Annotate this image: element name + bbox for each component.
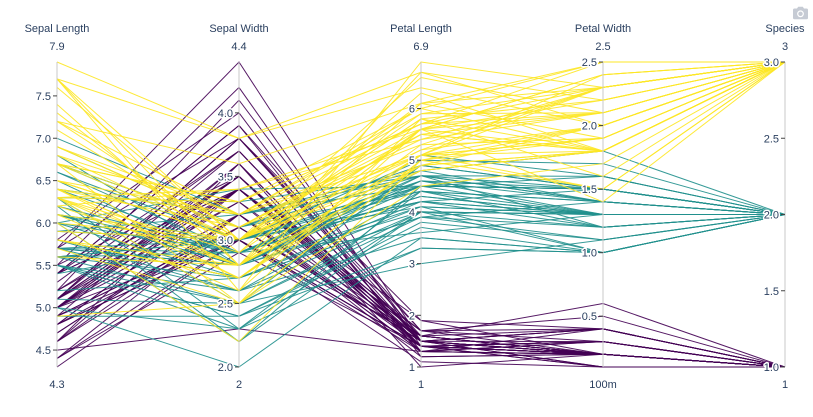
tick-label: 1.0: [764, 362, 779, 374]
axis-title[interactable]: Petal Length: [390, 23, 452, 35]
tick-label: 6: [409, 104, 415, 116]
axis-range-min-label: 2: [236, 379, 242, 391]
axis-sepal-length[interactable]: Sepal Length 7.9 4.3 4.5 5.0 5.5 6.0 6.5 7.0 7.5: [25, 23, 90, 391]
tick-label: 2.5: [218, 298, 233, 310]
tick-label: 2: [409, 310, 415, 322]
axis-title[interactable]: Species: [765, 23, 805, 35]
axis-title[interactable]: Petal Width: [575, 23, 631, 35]
tick-label: 3.0: [218, 235, 233, 247]
axis-range-min-label: 1: [418, 379, 424, 391]
axis-range-max-label: 3: [782, 41, 788, 53]
tick-label: 0.5: [582, 311, 597, 323]
tick-label: 1.5: [764, 286, 779, 298]
tick-label: 2.0: [764, 210, 779, 222]
axis-title[interactable]: Sepal Width: [209, 23, 268, 35]
axis-range-max-label: 4.4: [231, 41, 246, 53]
axis-sepal-width[interactable]: Sepal Width 4.4 22.0 2.5 3.0 3.5 4.0: [209, 23, 268, 391]
tick-label: 7.5: [36, 91, 51, 103]
axis-range-max-label: 6.9: [413, 41, 428, 53]
axis-petal-length[interactable]: Petal Length 6.9 11 2 3 4 5 6: [390, 23, 452, 391]
tick-label: 4: [409, 207, 415, 219]
axis-range-max-label: 7.9: [49, 41, 64, 53]
tick-label: 1: [409, 362, 415, 374]
axis-title[interactable]: Sepal Length: [25, 23, 90, 35]
tick-label: 1.5: [582, 184, 597, 196]
tick-label: 6.5: [36, 176, 51, 188]
axis-species[interactable]: Species 3 11.0 1.5 2.0 2.5 3.0: [762, 23, 805, 391]
tick-label: 6.0: [36, 218, 51, 230]
tick-label: 2.5: [764, 133, 779, 145]
tick-label: 2.0: [582, 121, 597, 133]
tick-label: 3: [409, 259, 415, 271]
axis-range-max-label: 2.5: [595, 41, 610, 53]
axis-range-min-label: 4.3: [49, 379, 64, 391]
tick-label: 7.0: [36, 133, 51, 145]
tick-label: 2.5: [582, 57, 597, 69]
tick-label: 4.5: [36, 345, 51, 357]
axes-layer: Sepal Length7.94.34.55.05.56.06.57.07.5S…: [25, 23, 805, 391]
tick-label: 5.5: [36, 260, 51, 272]
axis-petal-width[interactable]: Petal Width 2.5 100m 0.5 1.0 1.5 2.0 2.5: [575, 23, 631, 391]
tick-label: 2.0: [218, 362, 233, 374]
camera-icon[interactable]: [792, 6, 809, 20]
axis-range-min-label: 100m: [589, 379, 617, 391]
tick-label: 4.0: [218, 108, 233, 120]
tick-label: 1.0: [582, 248, 597, 260]
tick-label: 3.5: [218, 171, 233, 183]
tick-label: 5: [409, 155, 415, 167]
tick-label: 5.0: [36, 303, 51, 315]
axis-range-min-label: 1: [782, 379, 788, 391]
tick-label: 3.0: [764, 57, 779, 69]
